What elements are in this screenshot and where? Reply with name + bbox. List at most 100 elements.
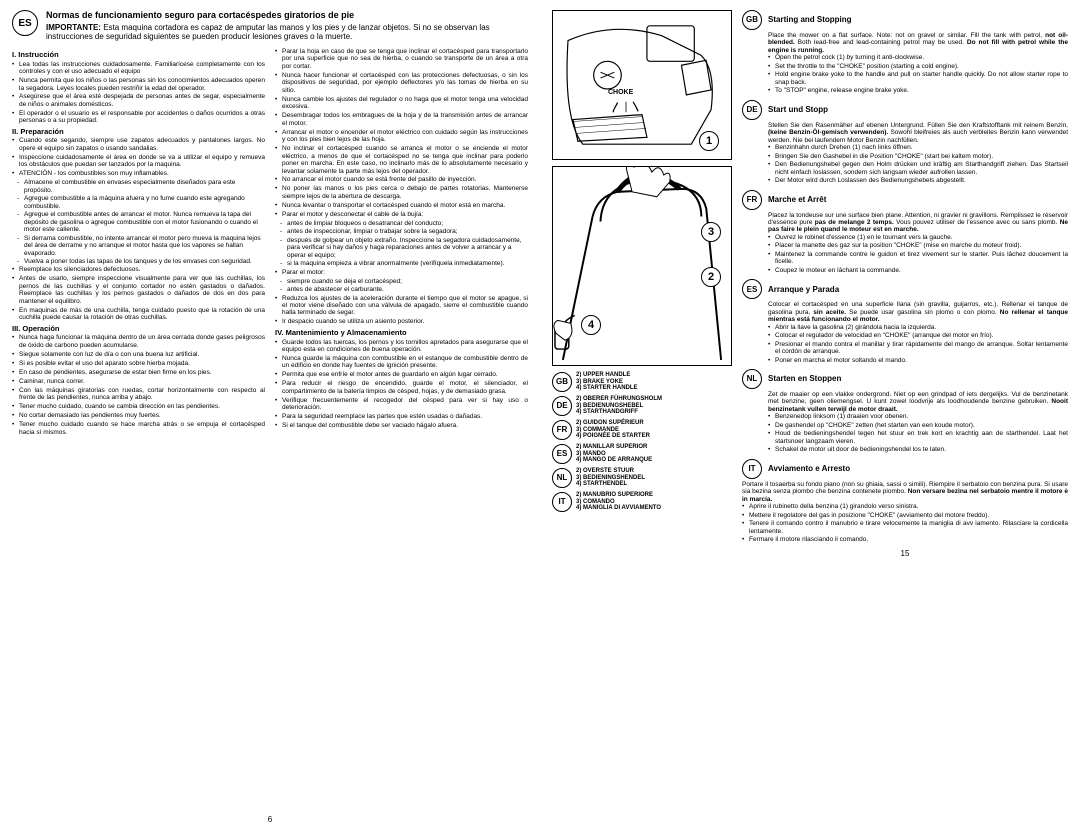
section-head: DEStart und Stopp <box>742 100 1068 120</box>
lang-badge: FR <box>552 420 572 440</box>
list-item: Reemplace los silenciadores defectuosos. <box>12 266 265 273</box>
section-body: Place the mower on a flat surface. Note:… <box>742 32 1068 95</box>
section-intro: Stellen Sie den Rasenmäher auf ebenen Un… <box>768 122 1068 144</box>
lang-section: GBStarting and StoppingPlace the mower o… <box>742 10 1068 95</box>
num-3: 3 <box>701 222 721 242</box>
section-title: Avviamento e Arresto <box>768 464 850 473</box>
list-item: Den Bedienungshebel gegen den Holm drück… <box>768 161 1068 176</box>
list-item: siempre cuando se deja el cortacésped; <box>280 278 528 285</box>
lang-badge: NL <box>742 369 762 389</box>
section-title: Arranque y Parada <box>768 285 839 294</box>
lang-badge: FR <box>742 190 762 210</box>
list-item: To "STOP" engine, release engine brake y… <box>768 87 1068 94</box>
list-item: Schakel de motor uit door de bedieningsh… <box>768 446 1068 453</box>
left-page: ES Normas de funcionamiento seguro para … <box>0 0 540 834</box>
col2-list3: Reduzca los ajustes de la aceleración du… <box>275 295 528 326</box>
num-4: 4 <box>581 315 601 335</box>
section-intro: Zet de maaier op een vlakke ondergrond. … <box>768 391 1068 413</box>
list-item: Guarde todos las tuercas, los pernos y l… <box>275 339 528 354</box>
section-title: Starting and Stopping <box>768 15 852 24</box>
lang-section: ESArranque y ParadaColocar el cortacéspe… <box>742 279 1068 364</box>
list-item: En maquinas de más de una cuchilla, teng… <box>12 307 265 322</box>
legend-row: DE2) OBERER FÜHRUNGSHOLM3) BEDIENUNGSHEB… <box>552 396 732 416</box>
manual-spread: ES Normas de funcionamiento seguro para … <box>0 0 1080 834</box>
list-item: Desembragar todos los embragues de la ho… <box>275 112 528 127</box>
handle-svg <box>553 167 731 365</box>
list-item: Permita que ese enfríe el motor antes de… <box>275 371 528 378</box>
list-item: No inclinar el cortacésped cuando se arr… <box>275 145 528 175</box>
list-item: De gashendel op "CHOKE" zetten (het star… <box>768 422 1068 429</box>
legend-row: IT2) MANUBRIO SUPERIORE3) COMANDO4) MANI… <box>552 492 732 512</box>
section-body: Stellen Sie den Rasenmäher auf ebenen Un… <box>742 122 1068 185</box>
section-list: Ouvrez le robinet d'essence (1) en le to… <box>768 234 1068 274</box>
lang-badge: IT <box>742 459 762 479</box>
lang-section: FR Marche et Arrêt Placez la tondeuse sur … <box>742 190 1068 275</box>
sec2-list: Cuando este segando, siempre use zapatos… <box>12 137 265 177</box>
list-item: Placer la manette des gaz sur la positio… <box>768 242 1068 249</box>
list-item: Bringen Sie den Gashebel in die Position… <box>768 153 1068 160</box>
list-item: Cuando este segando, siempre use zapatos… <box>12 137 265 152</box>
section-title: Marche et Arrêt <box>768 195 826 204</box>
columns: I. Instrucción Lea todas las instruccion… <box>12 48 528 812</box>
list-item: Nunca cambie los ajustes del regulador o… <box>275 96 528 111</box>
sec4-title: IV. Mantenimiento y Almacenamiento <box>275 329 528 338</box>
list-item: Vuelva a poner todas las tapas de los ta… <box>17 258 265 265</box>
right-left-column: CHOKE 〳｜〵 1 <box>552 10 732 824</box>
legend-text: 2) UPPER HANDLE3) BRAKE YOKE4) STARTER H… <box>576 372 732 392</box>
choke-icon: 〳｜〵 <box>611 99 641 114</box>
list-item: Si el tanque del combustible debe ser va… <box>275 422 528 429</box>
col2-list2: Parar el motor: <box>275 269 528 276</box>
lang-sections: GBStarting and StoppingPlace the mower o… <box>742 10 1068 544</box>
num-2: 2 <box>701 267 721 287</box>
list-item: Aprire il rubinetto della benzina (1) gi… <box>742 503 1068 510</box>
list-item: si la maquina empieza a vibrar anormalme… <box>280 260 528 267</box>
page-num-left: 6 <box>12 815 528 824</box>
section-head: ESArranque y Parada <box>742 279 1068 299</box>
lang-badge: IT <box>552 492 572 512</box>
list-item: Agregue el combustible antes de arrancar… <box>17 211 265 233</box>
list-item: No arrancar el motor cuando se está fren… <box>275 176 528 183</box>
lang-section: DEStart und StoppStellen Sie den Rasenmä… <box>742 100 1068 185</box>
legend-row: NL2) OVERSTE STUUR3) BEDIENINGSHENDEL4) … <box>552 468 732 488</box>
section-list: Aprire il rubinetto della benzina (1) gi… <box>742 503 1068 543</box>
lang-section: ITAvviamento e ArrestoPortare il tosaerb… <box>742 459 1068 544</box>
section-head: FR Marche et Arrêt <box>742 190 1068 210</box>
list-item: ATENCIÓN - los combustibles son muy infl… <box>12 170 265 177</box>
list-item: Tenere il comando contro il manubrio e t… <box>742 520 1068 535</box>
lang-badge: NL <box>552 468 572 488</box>
right-text-column: GBStarting and StoppingPlace the mower o… <box>742 10 1068 824</box>
list-item: Tener mucho cuidado, cuando se cambia di… <box>12 403 265 410</box>
list-item: Abrir la llave la gasolina (2) girándola… <box>768 324 1068 331</box>
list-item: Nunca haga funcionar la máquina dentro d… <box>12 334 265 349</box>
section-list: Abrir la llave la gasolina (2) girándola… <box>768 324 1068 364</box>
lang-badge: DE <box>742 100 762 120</box>
list-item: Si derrama combustible, no intente arran… <box>17 235 265 257</box>
list-item: No poner las manos o los pies cerca o de… <box>275 185 528 200</box>
list-item: Para reducir el riesgo de encendido, gua… <box>275 380 528 395</box>
section-body: Placez la tondeuse sur une surface bien … <box>742 212 1068 275</box>
lang-badge: ES <box>552 444 572 464</box>
num-1: 1 <box>699 131 719 151</box>
list-item: Hold engine brake yoke to the handle and… <box>768 71 1068 86</box>
section-intro: Colocar el cortacésped en una superficie… <box>768 301 1068 323</box>
section-head: IT Avviamento e Arresto <box>742 459 1068 479</box>
importante-line: IMPORTANTE: Esta maquina cortadora es ca… <box>46 23 528 42</box>
diagram-choke: CHOKE 〳｜〵 1 <box>552 10 732 160</box>
list-item: Poner en marcha el motor soltando el man… <box>768 357 1068 364</box>
list-item: Caminar, nunca correr. <box>12 378 265 385</box>
list-item: Colocar el regulador de velocidad en "CH… <box>768 332 1068 339</box>
section-list: Benzinhahn durch Drehen (1) nach links ö… <box>768 144 1068 184</box>
col2-sub2: siempre cuando se deja el cortacésped;an… <box>275 278 528 294</box>
lang-badge: DE <box>552 396 572 416</box>
list-item: Reduzca los ajustes de la aceleración du… <box>275 295 528 317</box>
sec2-list2: Reemplace los silenciadores defectuosos.… <box>12 266 265 321</box>
legend-text: 2) OBERER FÜHRUNGSHOLM3) BEDIENUNGSHEBEL… <box>576 396 732 416</box>
lang-badge-es: ES <box>12 10 38 36</box>
list-item: Si es posible evitar el uso del aparato … <box>12 360 265 367</box>
section-intro: Place the mower on a flat surface. Note:… <box>768 32 1068 54</box>
list-item: Parar el motor y desconectar el cable de… <box>275 211 528 218</box>
importante-label: IMPORTANTE: <box>46 23 101 32</box>
list-item: En caso de pendientes, asegurarse de est… <box>12 369 265 376</box>
list-item: antes de limpiar bloqueos o desatrancar … <box>280 220 528 227</box>
legend-text: 2) OVERSTE STUUR3) BEDIENINGSHENDEL4) ST… <box>576 468 732 488</box>
